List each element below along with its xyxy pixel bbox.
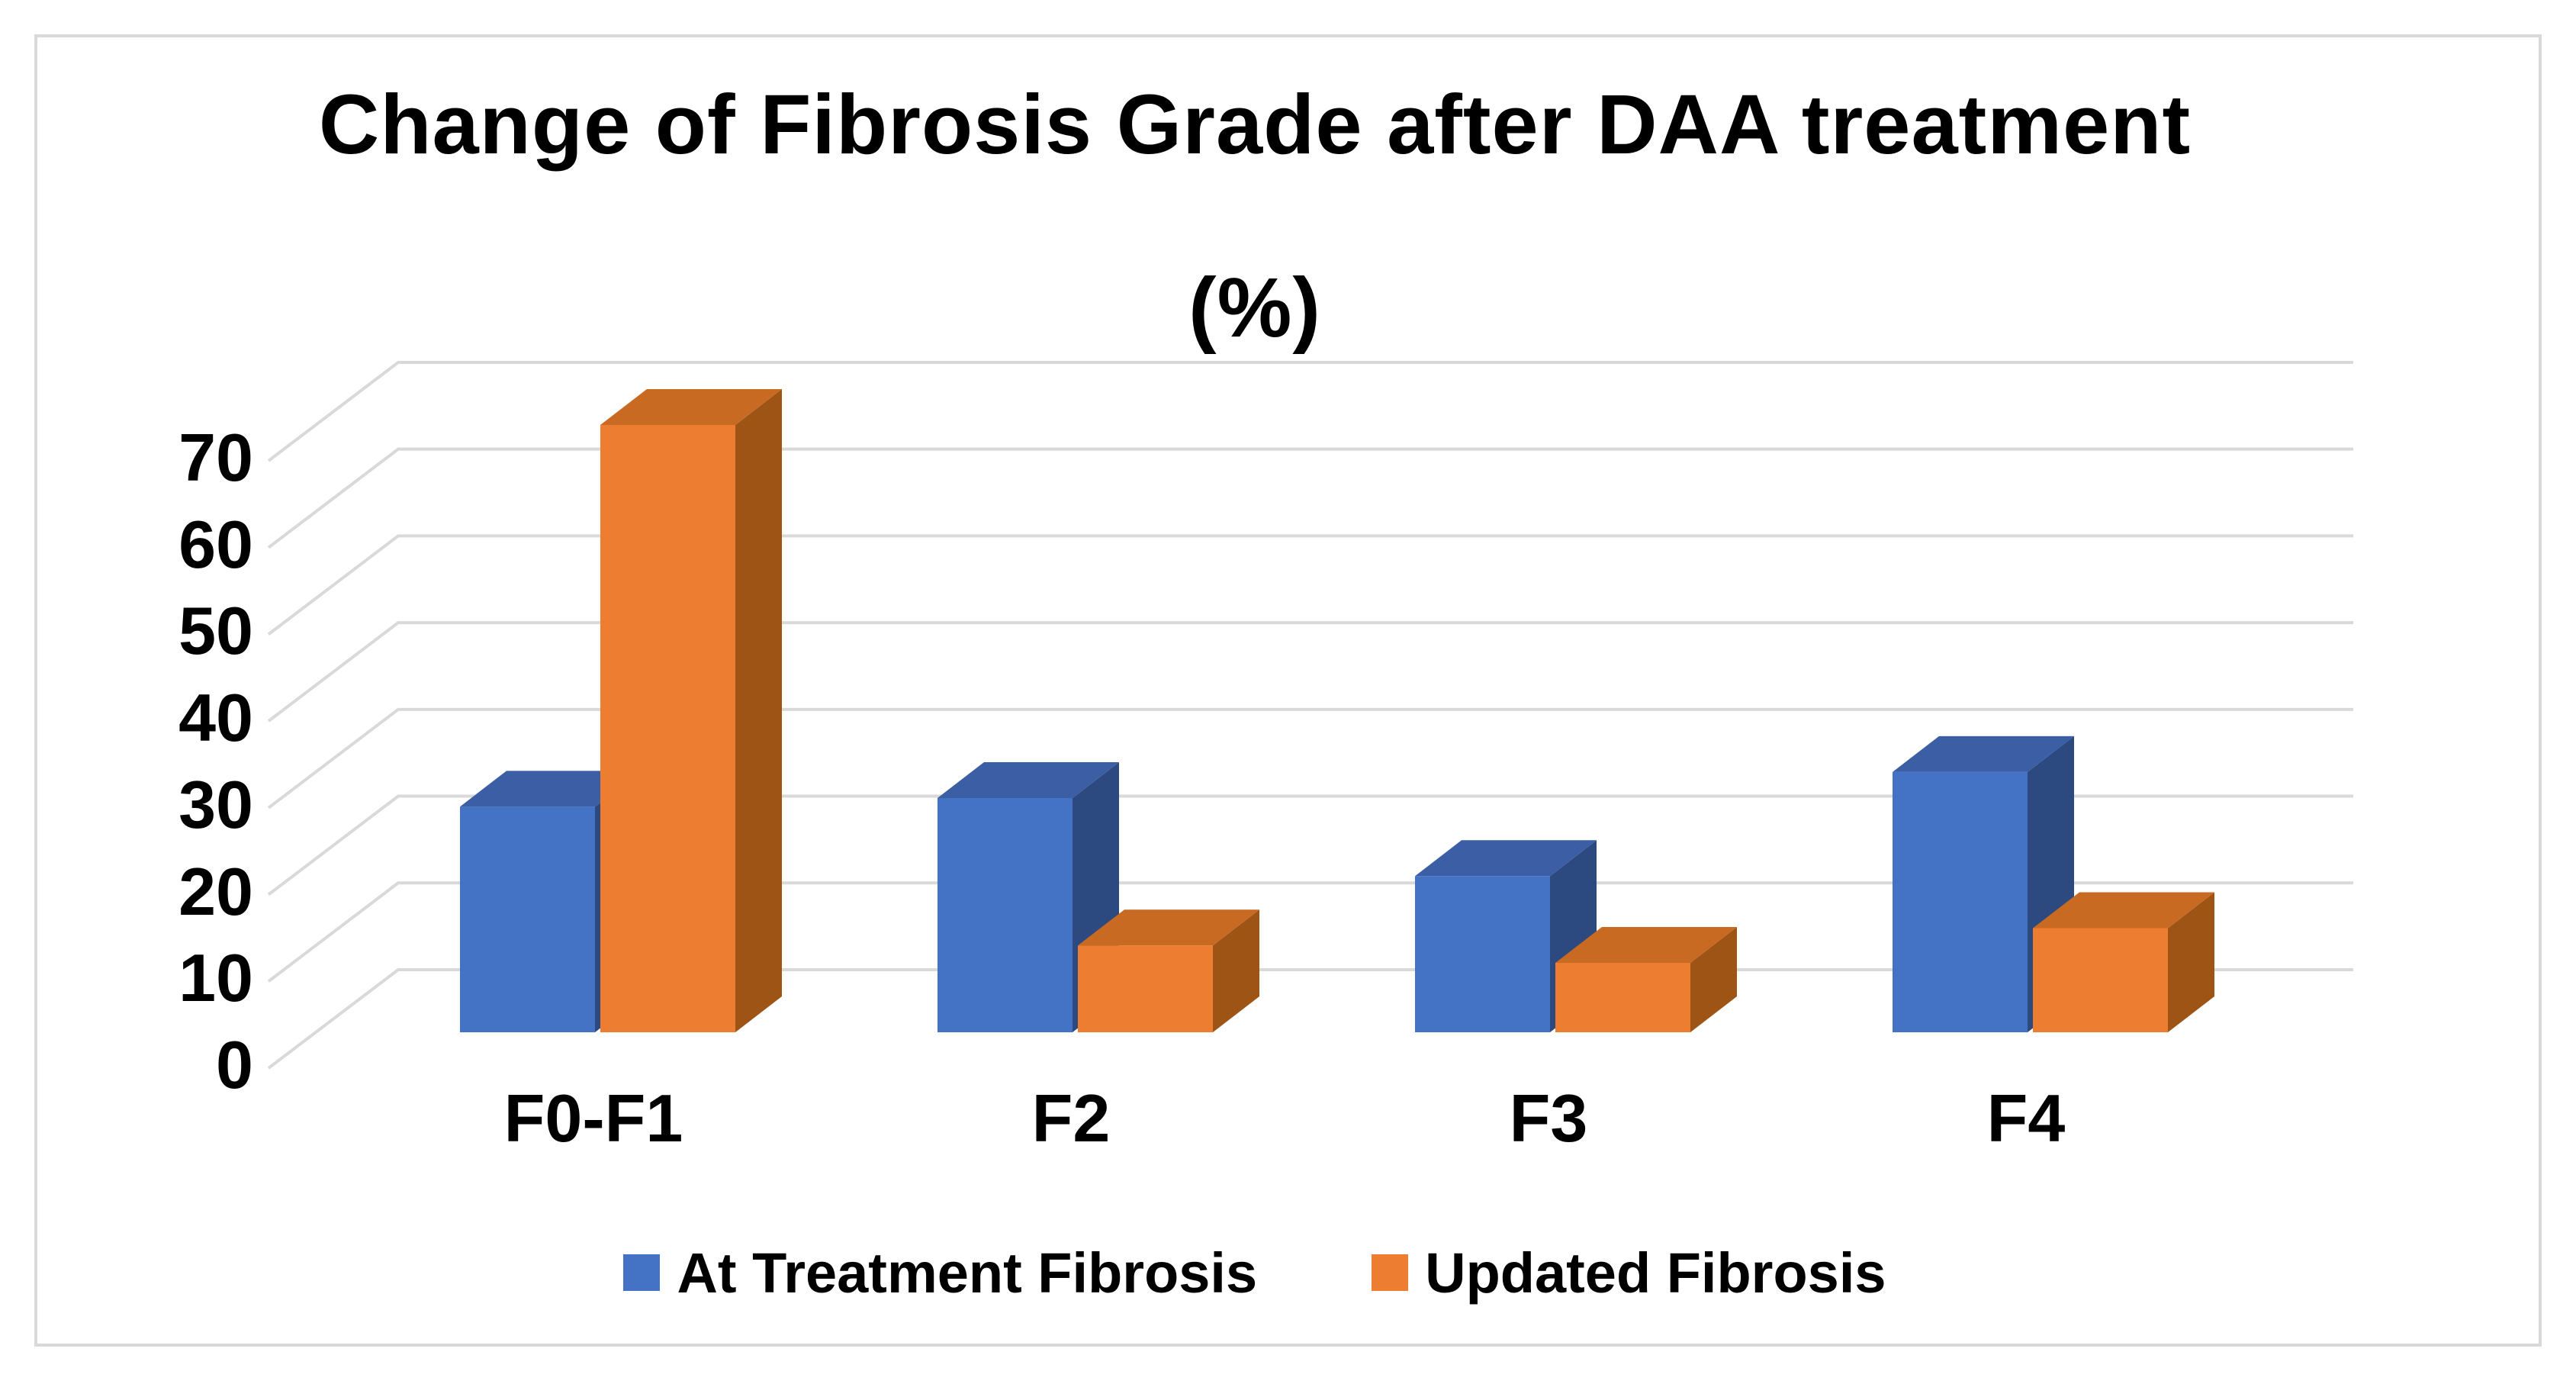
gridline-50	[267, 534, 2353, 636]
chart-card	[34, 34, 2542, 1347]
y-tick-label-70: 70	[178, 419, 253, 495]
bar-at-treatment-fibrosis-f4-front	[1893, 771, 2028, 1032]
bar-updated-fibrosis-f3-front	[1555, 963, 1690, 1032]
bar-at-treatment-fibrosis-f0-f1-top	[460, 771, 642, 807]
y-tick-label-40: 40	[178, 680, 253, 756]
bar-updated-fibrosis-f0-f1-side	[735, 388, 782, 1033]
bar-updated-fibrosis-f2-side	[1213, 909, 1259, 1032]
legend-label: Updated Fibrosis	[1425, 1241, 1886, 1305]
category-label-f2: F2	[1031, 1080, 1111, 1156]
bar-at-treatment-fibrosis-f0-f1-front	[460, 806, 595, 1032]
legend-item-updated-fibrosis: Updated Fibrosis	[1372, 1241, 1886, 1305]
bar-updated-fibrosis-f4-top	[2033, 892, 2214, 929]
legend-swatch-icon	[623, 1254, 661, 1291]
bar-updated-fibrosis-f2-front	[1078, 945, 1213, 1032]
y-tick-label-30: 30	[178, 766, 253, 842]
category-label-f4: F4	[1986, 1080, 2066, 1156]
y-tick-label-10: 10	[178, 940, 253, 1016]
bar-at-treatment-fibrosis-f3-front	[1415, 876, 1550, 1032]
bar-at-treatment-fibrosis-f2-front	[937, 797, 1073, 1032]
chart-title-line-1: Change of Fibrosis Grade after DAA treat…	[318, 78, 2192, 172]
bar-updated-fibrosis-f0-f1-top	[600, 388, 782, 425]
bar-updated-fibrosis-f2-top	[1078, 909, 1259, 946]
bar-updated-fibrosis-f4-front	[2033, 928, 2168, 1032]
bar-at-treatment-fibrosis-f4-top	[1893, 735, 2074, 772]
bar-updated-fibrosis-f3-top	[1555, 927, 1737, 964]
gridline-70	[267, 360, 2353, 462]
legend: At Treatment Fibrosis Updated Fibrosis	[0, 1234, 2510, 1311]
bar-at-treatment-fibrosis-f3-top	[1415, 840, 1597, 877]
gridline-20	[267, 794, 2353, 896]
y-tick-label-20: 20	[178, 853, 253, 929]
y-tick-label-0: 0	[216, 1026, 253, 1102]
bar-updated-fibrosis-f3-side	[1690, 927, 1737, 1032]
bar-at-treatment-fibrosis-f2-top	[937, 761, 1119, 798]
bar-updated-fibrosis-f0-f1-front	[600, 424, 735, 1032]
legend-label: At Treatment Fibrosis	[677, 1241, 1258, 1305]
gridline-60	[267, 447, 2353, 549]
gridline-30	[267, 707, 2353, 809]
category-label-f3: F3	[1509, 1080, 1588, 1156]
category-label-f0-f1: F0-F1	[503, 1080, 683, 1156]
chart-title-line-2: (%)	[1188, 261, 1322, 355]
y-tick-label-50: 50	[178, 593, 253, 669]
legend-item-at-treatment-fibrosis: At Treatment Fibrosis	[623, 1241, 1257, 1305]
legend-swatch-icon	[1372, 1254, 1409, 1291]
y-tick-label-60: 60	[178, 506, 253, 582]
gridline-10	[267, 881, 2353, 983]
bar-updated-fibrosis-f4-side	[2168, 892, 2214, 1032]
gridline-40	[267, 621, 2353, 723]
